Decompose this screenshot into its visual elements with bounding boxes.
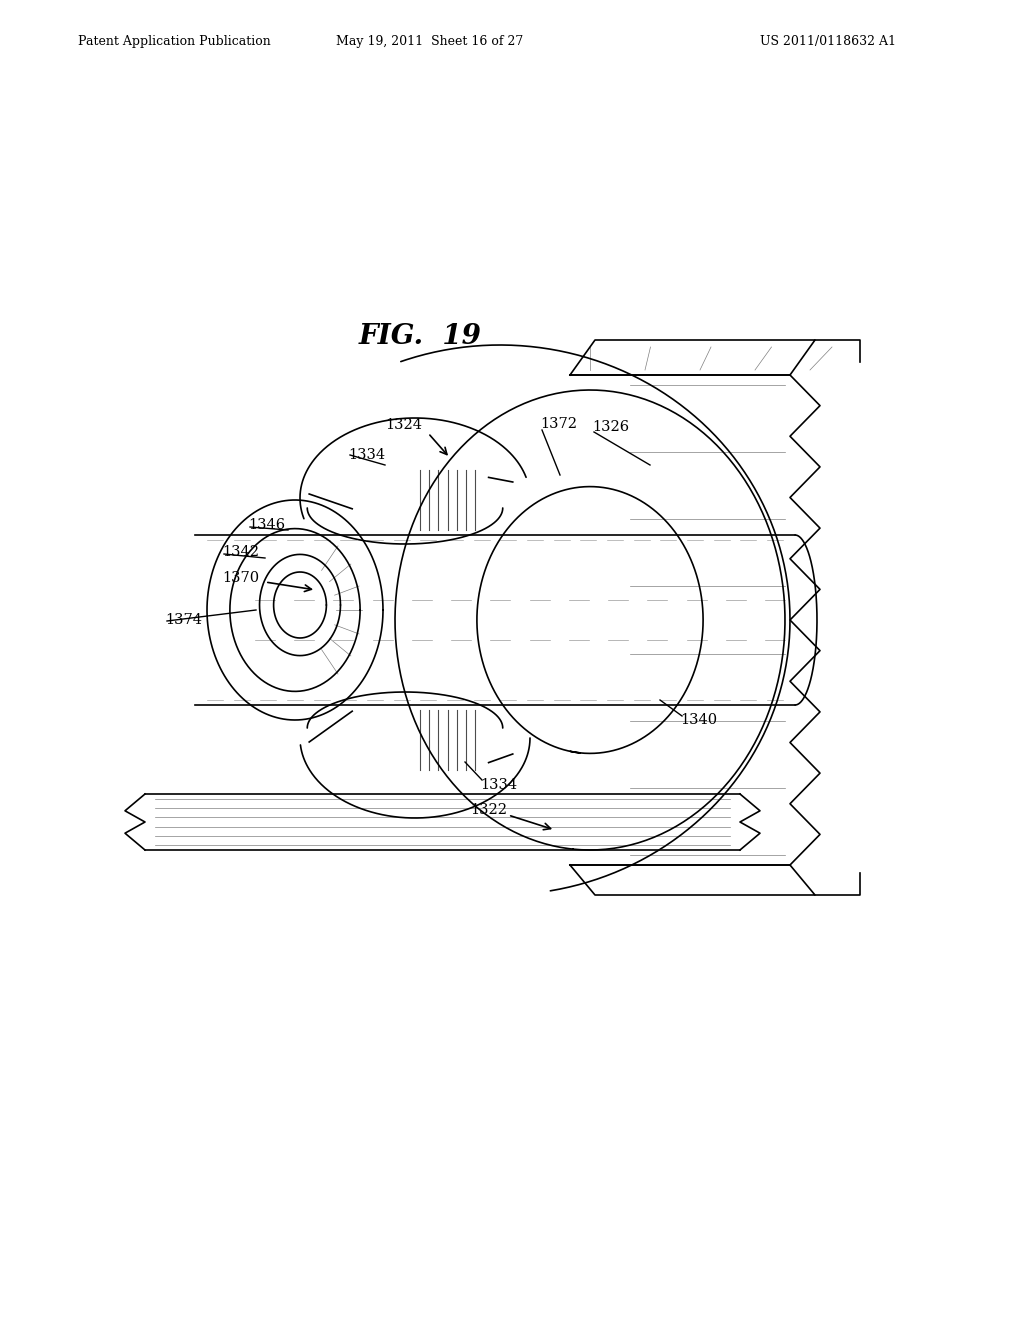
Text: 1340: 1340 <box>680 713 717 727</box>
Text: 1346: 1346 <box>248 517 285 532</box>
Text: 1374: 1374 <box>165 612 202 627</box>
Text: 1334: 1334 <box>348 447 385 462</box>
Text: 1322: 1322 <box>470 803 507 817</box>
Text: 1324: 1324 <box>385 418 422 432</box>
Text: Patent Application Publication: Patent Application Publication <box>78 36 270 48</box>
Text: 1326: 1326 <box>592 420 629 434</box>
Text: 1370: 1370 <box>222 572 259 585</box>
Text: US 2011/0118632 A1: US 2011/0118632 A1 <box>760 36 896 48</box>
Text: May 19, 2011  Sheet 16 of 27: May 19, 2011 Sheet 16 of 27 <box>336 36 523 48</box>
Text: 1342: 1342 <box>222 545 259 558</box>
Text: 1334: 1334 <box>480 777 517 792</box>
Text: FIG.  19: FIG. 19 <box>358 323 481 350</box>
Text: 1372: 1372 <box>540 417 577 432</box>
